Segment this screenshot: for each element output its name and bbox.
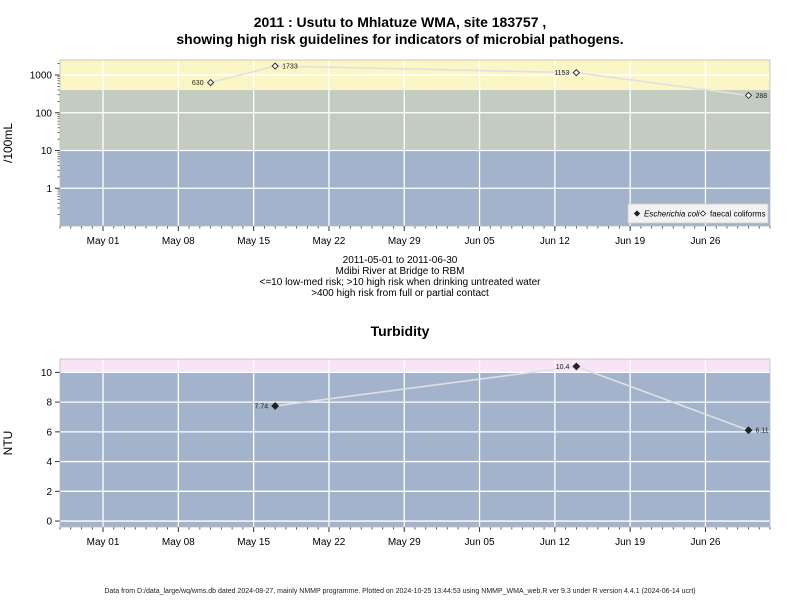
x-tick-label: Jun 26 [690,236,720,247]
plot-frame [59,358,771,528]
microbial-chart: May 01 May 08 May 15 May 22 May 29 Jun 05 Jun … [1,59,771,247]
data-point [206,78,215,87]
risk-band-1 [60,359,770,373]
y-tick-label: 8 [46,398,52,409]
x-tick-label: Jun 05 [465,236,495,247]
risk-band-1 [60,90,770,151]
chart-title-line1: 2011 : Usutu to Mhlatuze WMA, site 18375… [253,14,547,30]
x-tick-label: Jun 26 [690,537,720,548]
x-tick-label: May 22 [313,537,346,548]
chart-title-line2: showing high risk guidelines for indicat… [176,31,624,47]
y-tick-label: 1 [46,184,52,195]
y-tick-label: 100 [35,108,52,119]
data-label: 7.74 [255,403,269,410]
legend-label-fc: faecal coliforms [710,210,766,219]
data-point [572,69,581,77]
data-label: 6.11 [755,428,768,435]
guideline-caption-1: <=10 low-med risk; >10 high risk when dr… [259,277,541,288]
series-line [210,65,749,97]
legend-marker-fc [699,210,707,217]
x-tick-label: May 01 [87,236,120,247]
guideline-caption-2: >400 high risk from full or partial cont… [311,288,489,299]
data-point [744,91,753,100]
y-tick-label: 10 [41,368,53,379]
x-tick-label: May 29 [388,236,421,247]
date-range-caption: 2011-05-01 to 2011-06-30 [342,255,458,266]
data-point [271,62,279,70]
y-tick-label: 0 [46,517,52,528]
x-tick-label: Jun 05 [465,537,495,548]
x-tick-label: May 01 [87,537,120,548]
y-axis-label: NTU [1,431,15,456]
y-tick-label: 1000 [30,71,53,82]
data-label: 10.4 [556,364,570,371]
x-tick-label: Jun 19 [615,236,645,247]
location-caption: Mdibi River at Bridge to RBM [335,266,465,277]
x-tick-label: May 22 [313,236,346,247]
turbidity-chart: May 01 May 08 May 15 May 22 May 29 Jun 05 Jun … [1,358,771,548]
data-point [744,426,753,435]
legend-box [627,203,769,224]
y-tick-label: 10 [41,146,53,157]
y-tick-label: 4 [46,457,52,468]
x-tick-label: May 15 [237,236,270,247]
data-label: 630 [192,80,204,87]
x-tick-label: May 08 [162,236,195,247]
y-axis-label: /100mL [1,123,15,163]
x-tick-label: May 15 [237,537,270,548]
data-label: 288 [755,93,767,100]
data-point [271,402,280,410]
y-tick-label: 2 [46,487,52,498]
y-tick-label: 6 [46,427,52,438]
data-point [572,362,581,371]
risk-band-0 [60,372,770,527]
x-tick-label: May 29 [388,537,421,548]
data-label: 1153 [554,70,569,77]
x-tick-label: Jun 12 [540,537,570,548]
turbidity-title: Turbidity [370,323,430,339]
legend-marker-ecoli [633,210,641,217]
data-label: 1733 [282,64,298,71]
x-tick-label: Jun 12 [540,236,570,247]
legend-label-ecoli: Escherichia coli [644,210,700,219]
x-tick-label: Jun 19 [615,537,645,548]
x-tick-label: May 08 [162,537,195,548]
plot-frame [59,59,771,227]
footer-note: Data from D:/data_large/wq/wms.db dated … [104,588,696,595]
